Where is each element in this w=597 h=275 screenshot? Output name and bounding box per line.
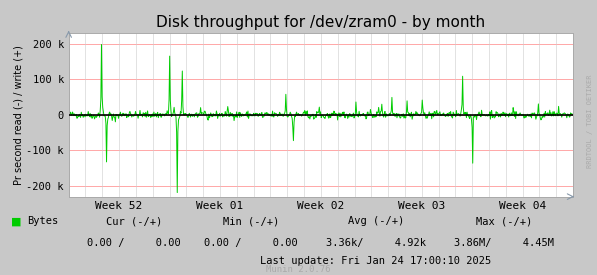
Text: Munin 2.0.76: Munin 2.0.76 [266, 265, 331, 274]
Text: 0.00 /     0.00: 0.00 / 0.00 [204, 238, 298, 248]
Title: Disk throughput for /dev/zram0 - by month: Disk throughput for /dev/zram0 - by mont… [156, 15, 485, 31]
Text: ■: ■ [11, 216, 21, 226]
Text: 3.36k/     4.92k: 3.36k/ 4.92k [326, 238, 426, 248]
Text: 3.86M/     4.45M: 3.86M/ 4.45M [454, 238, 555, 248]
Text: Max (-/+): Max (-/+) [476, 216, 533, 226]
Y-axis label: Pr second read (-) / write (+): Pr second read (-) / write (+) [14, 45, 23, 185]
Text: RRDTOOL / TOBI OETIKER: RRDTOOL / TOBI OETIKER [587, 74, 593, 168]
Text: Min (-/+): Min (-/+) [223, 216, 279, 226]
Text: 0.00 /     0.00: 0.00 / 0.00 [87, 238, 181, 248]
Text: Avg (-/+): Avg (-/+) [348, 216, 404, 226]
Text: Cur (-/+): Cur (-/+) [106, 216, 162, 226]
Text: Last update: Fri Jan 24 17:00:10 2025: Last update: Fri Jan 24 17:00:10 2025 [260, 256, 492, 266]
Text: Bytes: Bytes [27, 216, 58, 226]
